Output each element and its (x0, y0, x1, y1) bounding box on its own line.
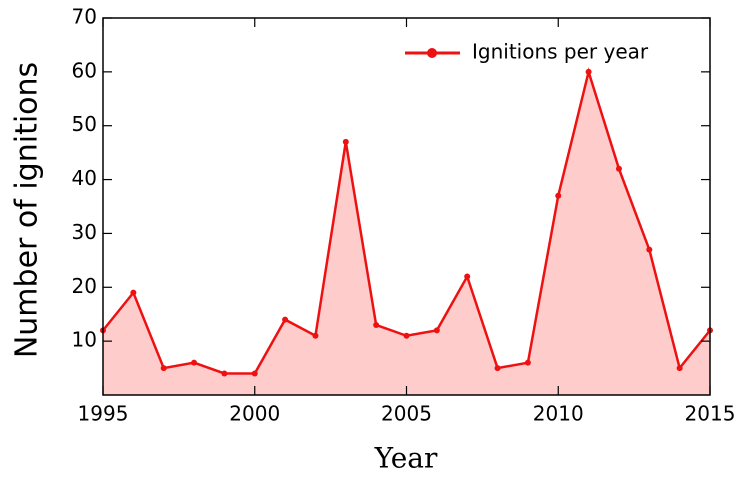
x-axis-label: Year (374, 442, 438, 475)
area (103, 71, 710, 395)
point (312, 332, 319, 339)
point (433, 327, 440, 334)
point (160, 365, 167, 372)
point (524, 359, 531, 366)
point (221, 370, 228, 377)
x-tick-label: 2000 (229, 402, 280, 426)
legend-marker (427, 48, 437, 58)
y-tick-label: 30 (72, 220, 97, 244)
y-axis-label: Number of ignitions (10, 62, 45, 358)
point (494, 365, 501, 372)
x-tick-label: 2010 (533, 402, 584, 426)
x-tick-label: 2005 (381, 402, 432, 426)
y-tick-label: 10 (72, 328, 97, 352)
point (403, 332, 410, 339)
y-tick-label: 50 (72, 112, 97, 136)
point (130, 289, 137, 296)
point (251, 370, 258, 377)
point (615, 165, 622, 172)
legend-label: Ignitions per year (472, 40, 649, 64)
point (282, 316, 289, 323)
x-tick-label: 1995 (78, 402, 129, 426)
y-tick-label: 40 (72, 166, 97, 190)
point (585, 68, 592, 75)
y-tick-label: 70 (72, 5, 97, 29)
point (342, 138, 349, 145)
point (646, 246, 653, 253)
x-tick-label: 2015 (685, 402, 736, 426)
point (555, 192, 562, 199)
point (191, 359, 198, 366)
y-tick-label: 20 (72, 274, 97, 298)
point (464, 273, 471, 280)
point (373, 321, 380, 328)
y-tick-label: 60 (72, 58, 97, 82)
point (676, 365, 683, 372)
